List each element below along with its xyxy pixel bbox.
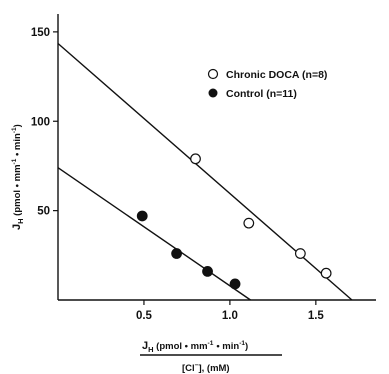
y-tick-label: 150 — [31, 27, 50, 39]
fit-line-series-2 — [57, 167, 251, 301]
legend-marker-open — [207, 68, 219, 80]
x-axis-label-units: (pmol • mm — [154, 341, 208, 352]
x-axis-label-subscript: H — [148, 345, 153, 354]
data-point-open — [294, 248, 306, 259]
axes — [53, 14, 376, 305]
x-axis-label-denom-sup: − — [195, 362, 199, 369]
y-axis-label-units: (pmol • mm — [12, 164, 23, 218]
legend-label-series-2: Control (n=11) — [226, 88, 297, 100]
data-point-filled — [136, 210, 148, 222]
legend-label-series-1: Chronic DOCA (n=8) — [226, 69, 327, 81]
x-tick-label: 1.0 — [222, 310, 238, 322]
x-axis-label-sup2: -1 — [239, 340, 245, 347]
x-axis-label-denom-rest: ], (mM) — [198, 363, 229, 374]
y-axis-label-subscript: H — [16, 218, 25, 223]
y-tick-label: 100 — [31, 116, 50, 128]
data-point-open — [243, 217, 255, 229]
x-axis-label-close: ) — [245, 341, 248, 352]
x-axis-label-sup1: -1 — [208, 340, 214, 347]
data-points — [136, 153, 332, 290]
x-tick-label: 1.5 — [308, 310, 325, 322]
y-axis-label-sup1: -1 — [11, 158, 18, 164]
y-axis-label-symbol: J — [11, 224, 23, 230]
tick-labels: 0.5 1.0 1.5 50 100 150 — [31, 27, 325, 322]
x-axis-label-denominator: [Cl−], (mM) — [182, 362, 230, 374]
data-point-filled — [171, 248, 183, 259]
legend-marker-filled — [208, 88, 218, 98]
y-axis-label-mid: • min — [12, 133, 23, 159]
y-tick-label: 50 — [37, 206, 50, 218]
y-axis-label-close: ) — [12, 124, 23, 127]
x-axis-label-symbol: J — [142, 340, 148, 352]
y-axis-label: JH (pmol • mm-1 • min-1) — [11, 124, 25, 230]
x-axis-label-mid: • min — [216, 341, 239, 352]
fit-line-series-1 — [57, 42, 353, 301]
data-point-open — [320, 267, 332, 279]
data-point-filled — [202, 266, 213, 277]
x-axis-label-numerator: JH (pmol • mm-1 • min-1) — [142, 340, 248, 354]
fit-lines — [57, 42, 353, 301]
x-tick-label: 0.5 — [136, 310, 153, 322]
legend: Chronic DOCA (n=8) Control (n=11) — [207, 68, 327, 100]
x-axis-label-denom: [Cl — [182, 363, 195, 374]
data-point-open — [190, 153, 201, 165]
data-point-filled — [229, 278, 241, 290]
y-axis-label-sup2: -1 — [11, 127, 18, 133]
